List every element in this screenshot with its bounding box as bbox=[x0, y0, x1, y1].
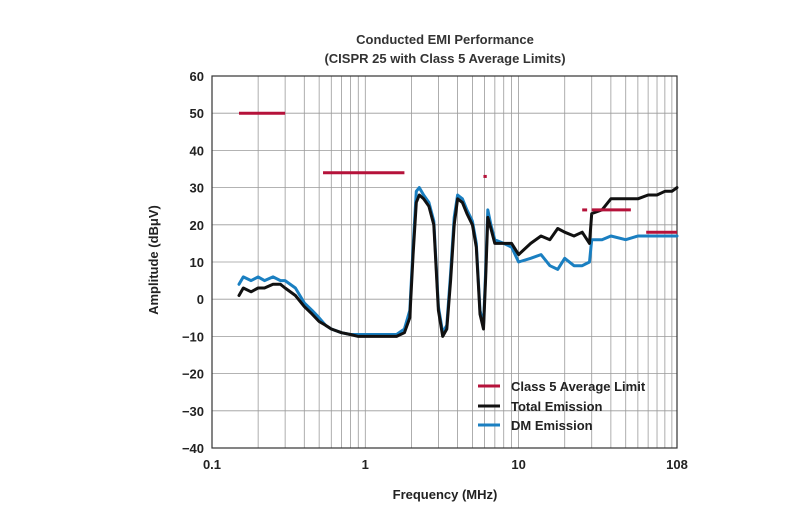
y-tick-label: −20 bbox=[182, 367, 204, 382]
x-axis-ticks: 0.1 1 10 108 bbox=[203, 457, 688, 472]
y-tick-label: 50 bbox=[190, 106, 204, 121]
y-tick-label: −10 bbox=[182, 329, 204, 344]
y-tick-label: 30 bbox=[190, 181, 204, 196]
y-tick-label: 40 bbox=[190, 143, 204, 158]
y-tick-label: 20 bbox=[190, 218, 204, 233]
legend-label-limit: Class 5 Average Limit bbox=[511, 379, 646, 394]
y-tick-label: −40 bbox=[182, 441, 204, 456]
x-tick-label: 1 bbox=[362, 457, 369, 472]
legend: Class 5 Average Limit Total Emission DM … bbox=[478, 379, 646, 433]
legend-label-dm: DM Emission bbox=[511, 418, 593, 433]
total-emission-line bbox=[237, 186, 679, 338]
x-tick-label: 108 bbox=[666, 457, 688, 472]
y-tick-label: −30 bbox=[182, 404, 204, 419]
x-tick-label: 0.1 bbox=[203, 457, 221, 472]
plot-frame bbox=[211, 75, 678, 449]
y-axis-label: Amplitude (dBμV) bbox=[146, 205, 161, 315]
y-tick-label: 0 bbox=[197, 292, 204, 307]
chart-subtitle: (CISPR 25 with Class 5 Average Limits) bbox=[324, 51, 565, 66]
x-tick-label: 10 bbox=[511, 457, 525, 472]
y-axis-ticks: −40 −30 −20 −10 0 10 20 30 40 50 60 bbox=[182, 69, 204, 456]
y-tick-label: 10 bbox=[190, 255, 204, 270]
y-tick-label: 60 bbox=[190, 69, 204, 84]
legend-label-total: Total Emission bbox=[511, 399, 603, 414]
x-axis-label: Frequency (MHz) bbox=[393, 487, 498, 502]
series-layer bbox=[237, 111, 679, 338]
chart-title: Conducted EMI Performance bbox=[356, 32, 534, 47]
